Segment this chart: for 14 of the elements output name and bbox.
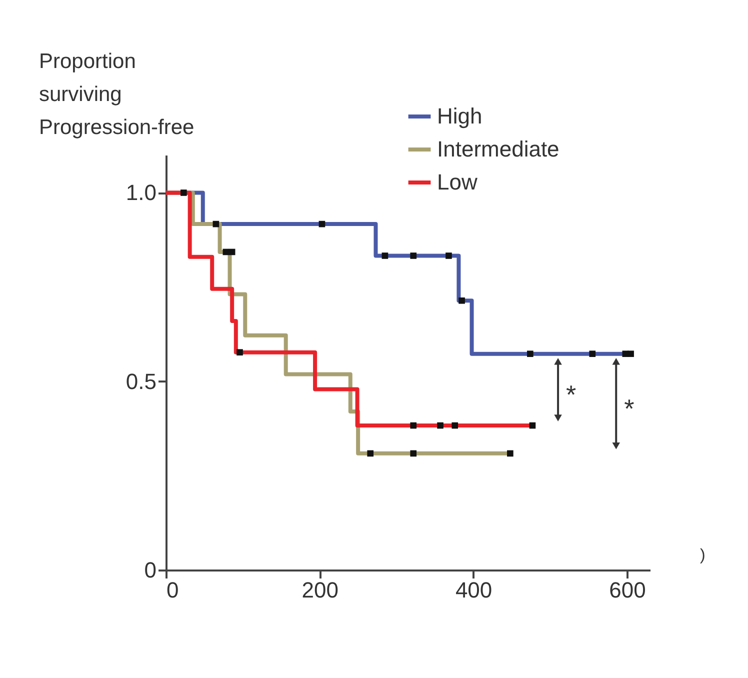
x-tick-label: 400 (455, 578, 492, 602)
x-tick-label: 0 (166, 578, 179, 602)
annotation: * (566, 380, 576, 410)
x-tick-label: 600 (609, 578, 646, 602)
y-tick-label: 1.0 (126, 180, 156, 206)
legend-label: High (437, 104, 482, 128)
legend-label: Intermediate (437, 136, 560, 162)
y-tick-label: 0 (144, 558, 156, 582)
text: ) (700, 547, 706, 564)
y-tick-label: 0.5 (126, 368, 156, 394)
annotation: * (624, 394, 634, 424)
legend-label: Low (437, 170, 478, 194)
y-axis-title: Proportion surviving Progression-free (39, 50, 194, 139)
x-tick-label: 200 (302, 578, 339, 602)
